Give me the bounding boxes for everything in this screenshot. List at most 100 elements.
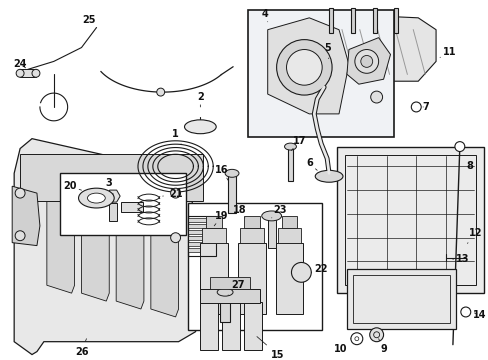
Circle shape xyxy=(170,188,180,198)
Text: 26: 26 xyxy=(75,339,88,357)
Bar xyxy=(200,243,227,314)
Bar xyxy=(240,228,263,243)
Bar xyxy=(200,289,259,303)
Bar xyxy=(109,203,117,221)
Polygon shape xyxy=(346,38,390,84)
Polygon shape xyxy=(106,190,120,202)
Bar xyxy=(210,277,249,289)
Bar xyxy=(267,216,275,248)
Text: 21: 21 xyxy=(163,189,182,199)
Ellipse shape xyxy=(291,262,311,282)
Text: 24: 24 xyxy=(13,59,27,69)
Bar xyxy=(20,153,203,201)
Bar xyxy=(188,236,216,240)
Polygon shape xyxy=(267,18,348,114)
Bar xyxy=(275,243,303,314)
Bar xyxy=(336,147,483,293)
Bar xyxy=(227,173,236,213)
Circle shape xyxy=(157,88,164,96)
Bar xyxy=(121,202,142,212)
Text: 11: 11 xyxy=(439,46,456,58)
Text: 3: 3 xyxy=(105,178,113,194)
Bar xyxy=(200,302,218,350)
Polygon shape xyxy=(47,186,75,293)
Ellipse shape xyxy=(224,169,239,177)
Bar xyxy=(372,8,376,33)
Text: 15: 15 xyxy=(256,337,284,360)
Circle shape xyxy=(454,141,464,152)
Circle shape xyxy=(15,231,25,241)
Polygon shape xyxy=(150,210,178,317)
Circle shape xyxy=(360,55,372,67)
Text: 20: 20 xyxy=(63,181,81,191)
Ellipse shape xyxy=(284,143,296,150)
Polygon shape xyxy=(116,202,143,309)
Polygon shape xyxy=(14,139,215,355)
Bar xyxy=(188,230,216,234)
Ellipse shape xyxy=(315,170,342,182)
Bar xyxy=(188,248,216,252)
Circle shape xyxy=(15,188,25,198)
Text: 1: 1 xyxy=(172,129,181,144)
Circle shape xyxy=(350,333,362,345)
Circle shape xyxy=(170,233,180,243)
Text: 22: 22 xyxy=(311,264,327,274)
Bar xyxy=(202,228,225,243)
Bar xyxy=(188,218,216,222)
Text: 23: 23 xyxy=(271,205,286,218)
Ellipse shape xyxy=(16,69,24,77)
Text: 14: 14 xyxy=(472,310,486,320)
Text: 18: 18 xyxy=(233,205,246,218)
Text: 8: 8 xyxy=(466,161,472,171)
Circle shape xyxy=(370,91,382,103)
Text: 10: 10 xyxy=(334,339,350,354)
Circle shape xyxy=(354,50,378,73)
Text: 6: 6 xyxy=(305,158,317,170)
Bar xyxy=(188,224,216,228)
Ellipse shape xyxy=(184,120,216,134)
Text: 16: 16 xyxy=(215,165,228,180)
Text: 25: 25 xyxy=(82,15,96,28)
Bar xyxy=(238,243,265,314)
Bar xyxy=(281,216,297,228)
Bar xyxy=(346,269,455,329)
Bar xyxy=(222,302,240,350)
Bar xyxy=(350,8,354,33)
Ellipse shape xyxy=(79,188,114,208)
Text: 7: 7 xyxy=(422,102,428,112)
Bar xyxy=(247,10,394,137)
Text: 12: 12 xyxy=(467,228,482,243)
Bar xyxy=(344,154,475,285)
Ellipse shape xyxy=(87,193,105,203)
Bar xyxy=(352,275,449,323)
Polygon shape xyxy=(81,194,109,301)
Bar xyxy=(206,216,222,228)
Text: 2: 2 xyxy=(197,92,203,107)
Bar xyxy=(277,228,301,243)
Bar xyxy=(244,216,259,228)
Circle shape xyxy=(276,40,331,95)
Text: 27: 27 xyxy=(227,280,244,295)
Ellipse shape xyxy=(217,288,233,296)
Bar xyxy=(20,69,36,77)
Bar xyxy=(328,8,332,33)
Text: 9: 9 xyxy=(378,339,386,354)
Bar xyxy=(244,302,261,350)
Circle shape xyxy=(286,50,322,85)
Bar xyxy=(188,203,322,330)
Bar xyxy=(188,216,216,256)
Ellipse shape xyxy=(32,69,40,77)
Text: 13: 13 xyxy=(452,255,468,265)
Bar xyxy=(188,242,216,246)
Text: 19: 19 xyxy=(214,211,228,226)
Polygon shape xyxy=(309,15,435,81)
Bar xyxy=(287,147,293,181)
Text: 5: 5 xyxy=(323,42,330,59)
Circle shape xyxy=(312,59,322,69)
Bar xyxy=(60,173,186,235)
Circle shape xyxy=(369,328,383,342)
Ellipse shape xyxy=(261,211,281,221)
Text: 17: 17 xyxy=(291,136,305,150)
Bar xyxy=(220,292,229,322)
Circle shape xyxy=(410,102,420,112)
